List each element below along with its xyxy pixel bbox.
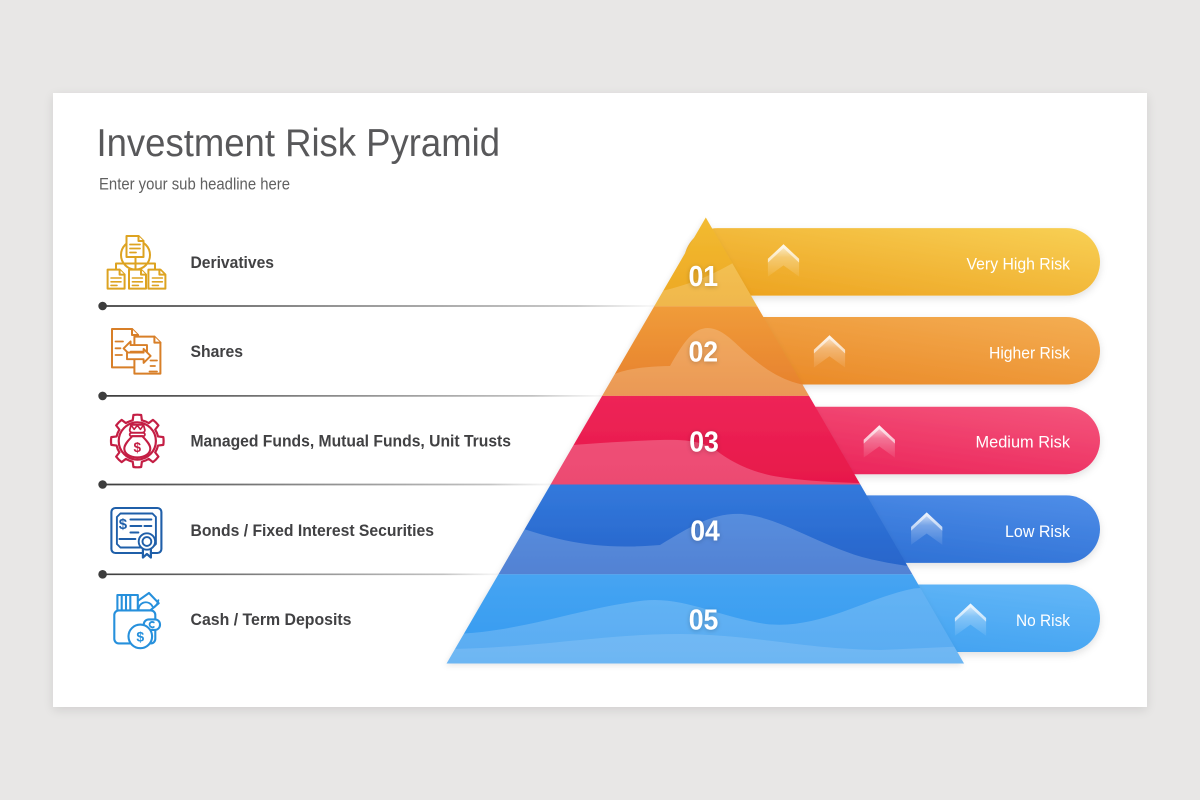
svg-text:Higher Risk: Higher Risk — [989, 343, 1070, 362]
svg-text:Very High Risk: Very High Risk — [967, 254, 1071, 273]
svg-text:Managed Funds, Mutual Funds, U: Managed Funds, Mutual Funds, Unit Trusts — [191, 432, 512, 451]
svg-text:Derivatives: Derivatives — [191, 253, 275, 272]
svg-text:Bonds / Fixed Interest Securit: Bonds / Fixed Interest Securities — [191, 521, 435, 540]
svg-text:Shares: Shares — [191, 342, 244, 361]
svg-text:Cash / Term Deposits: Cash / Term Deposits — [191, 610, 352, 629]
svg-text:02: 02 — [689, 337, 719, 369]
svg-text:Investment Risk Pyramid: Investment Risk Pyramid — [97, 122, 501, 165]
svg-text:$: $ — [119, 516, 128, 533]
svg-text:Medium Risk: Medium Risk — [976, 433, 1071, 452]
svg-text:$: $ — [136, 628, 144, 644]
svg-text:05: 05 — [689, 605, 719, 637]
svg-text:01: 01 — [689, 261, 719, 293]
svg-text:Low Risk: Low Risk — [1005, 522, 1070, 541]
svg-text:No Risk: No Risk — [1016, 611, 1070, 630]
svg-text:03: 03 — [689, 427, 719, 459]
svg-text:Enter your sub headline here: Enter your sub headline here — [99, 174, 290, 193]
svg-text:04: 04 — [690, 516, 720, 548]
svg-text:$: $ — [134, 440, 142, 455]
